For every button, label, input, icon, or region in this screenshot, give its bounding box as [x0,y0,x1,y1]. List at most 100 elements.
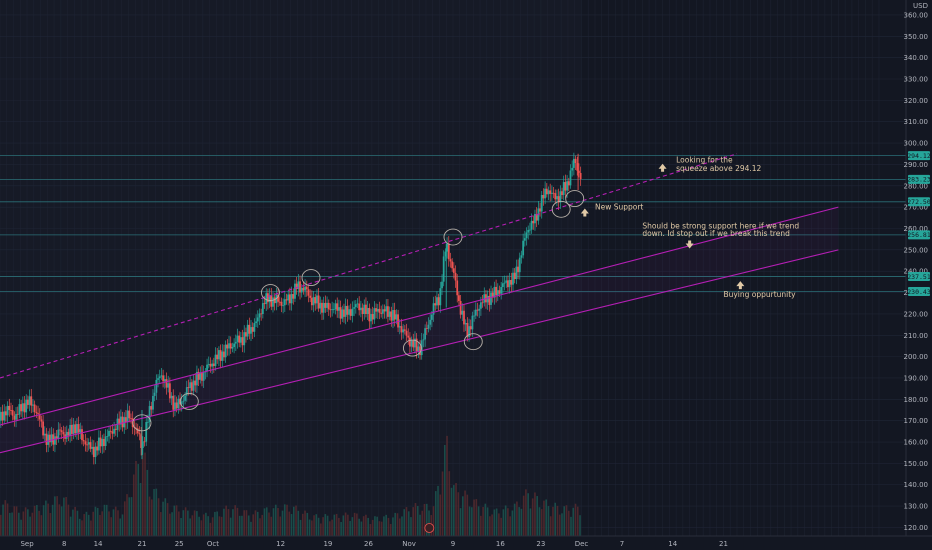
candle-body [253,323,256,332]
candle-body [353,307,356,309]
volume-bar [193,510,196,536]
price-tick-label: 120.00 [904,524,929,532]
price-tick-label: 240.00 [904,268,929,276]
volume-bar [191,515,194,536]
volume-bar [540,509,543,536]
candle-body [326,302,328,308]
candle-body [130,418,132,420]
candle-body [221,351,224,361]
volume-bar [256,511,259,536]
volume-bar [250,521,252,536]
volume-bar [63,497,65,536]
candle-body [520,255,523,258]
candle-body [507,280,509,288]
volume-bar [227,509,230,536]
candle-body [523,238,526,241]
candle-body [234,341,237,344]
candle-body [578,170,580,173]
candle-body [103,438,105,447]
candle-body [86,444,88,446]
volume-bar [153,489,155,536]
candle-body [540,194,543,212]
volume-bar [394,512,397,536]
candle-body [385,306,388,312]
volume-bar [40,515,43,536]
candle-body [187,387,190,389]
candle-body [332,309,335,311]
candle-body [119,416,122,425]
candle-body [474,309,477,316]
price-tick-label: 260.00 [904,225,929,233]
volume-bar [184,507,187,536]
volume-bar [482,506,484,536]
candle-body [121,416,124,428]
candle-body [82,440,85,442]
candle-body [529,229,531,231]
candle-body [508,279,511,288]
candle-body [479,302,482,309]
price-tick-label: 220.00 [904,310,929,318]
volume-bar [477,506,480,536]
volume-bar [358,518,360,536]
volume-bar [527,493,529,536]
candle-body [228,343,230,349]
time-tick-label: 7 [620,540,624,548]
candle-body [251,327,254,332]
candle-body [478,308,481,311]
volume-bar [475,499,478,536]
candle-body [571,167,574,171]
candle-body [549,190,552,194]
candle-body [539,208,541,212]
candle-body [430,314,433,320]
volume-bar [576,506,579,536]
time-tick-label: 8 [62,540,66,548]
trend-line-middle-channel [0,206,839,426]
candle-body [285,299,288,301]
candle-body [495,286,498,296]
annotation-text: squeeze above 294.12 [676,164,761,173]
annotation-arrow [580,208,589,217]
volume-bar [365,514,367,536]
volume-bar [410,517,412,536]
volume-bar [403,509,406,536]
candle-body [6,405,9,416]
candle-body [471,315,474,330]
price-tick-label: 150.00 [904,460,929,468]
candle-body [216,354,219,360]
volume-bar [543,500,545,536]
volume-bar [241,515,243,536]
candle-body [79,429,82,433]
price-level-tag-text: 283.23 [907,176,931,184]
candle-body [217,350,220,360]
candle-body [316,295,318,304]
candle-body [461,310,464,315]
volume-bar [453,485,455,536]
candle-body [10,410,12,411]
time-tick-label: 9 [451,540,455,548]
candle-body [89,442,92,449]
volume-bar [457,492,460,536]
volume-bar [223,508,225,536]
candle-body [402,329,405,333]
volume-bar [101,511,104,536]
candle-body [363,304,366,315]
volume-bar [574,503,577,536]
candle-body [8,405,11,411]
volume-bar [151,499,153,536]
candle-body [99,437,102,447]
volume-bar [247,515,250,536]
candle-body [361,307,364,315]
volume-bar [558,514,561,536]
candle-body [366,307,369,314]
volume-bar [405,507,408,536]
candle-body [91,446,94,449]
candle-body [214,354,217,367]
candle-body [356,303,359,305]
volume-bar [274,504,277,536]
volume-bar [412,507,415,536]
volume-bar [374,516,376,536]
candle-body [20,404,23,412]
volume-bar [295,505,297,536]
time-tick-label: 26 [364,540,373,548]
